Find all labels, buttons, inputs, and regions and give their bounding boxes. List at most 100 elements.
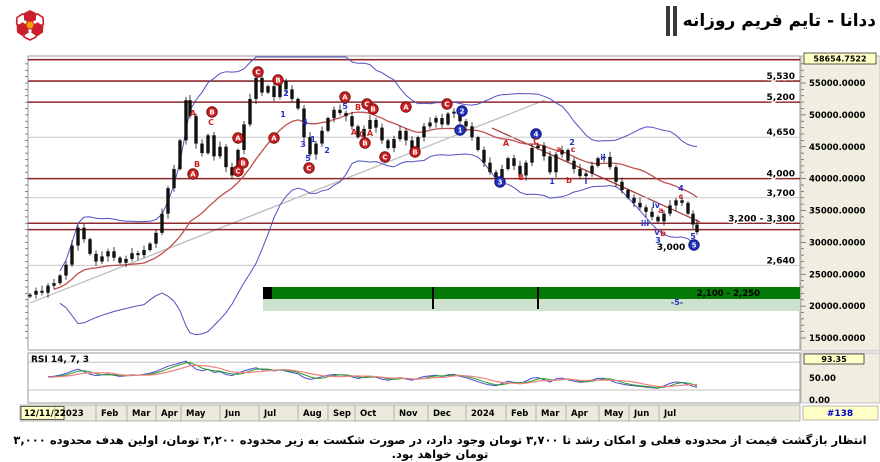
svg-text:3: 3 [300,140,306,149]
company-logo-icon [15,10,45,41]
svg-text:c: c [571,145,576,154]
date-axis-label: Jul [663,409,676,419]
current-price-value: 58654.7522 [813,55,866,64]
zone-wave-label: -5- [671,298,683,307]
date-axis-label: Mar [541,409,560,419]
svg-text:C: C [364,101,369,109]
svg-text:2: 2 [283,89,289,98]
analysis-caption: انتظار بازگشت قیمت از محدوده فعلی و امکا… [13,433,867,461]
rsi-mid-label: 50.00 [809,374,836,384]
level-labels-layer: 5,530 5,200 4,650 4,000 3,700 3,200 - 3,300 2,… [727,71,797,268]
price-axis-label: 30000.0000 [809,238,866,248]
title-separator-bars [665,6,677,36]
level-lines-layer [28,58,800,266]
svg-text:3: 3 [655,236,661,245]
svg-text:C: C [255,69,260,77]
svg-text:A: A [271,135,277,143]
svg-text:B: B [355,103,361,112]
price-axis-label: 25000.0000 [809,270,866,280]
svg-text:i: i [585,177,588,186]
price-level-label: 5,200 [767,93,795,103]
svg-text:5: 5 [690,232,696,241]
date-axis-label: Feb [101,409,118,419]
rsi-panel: RSI 14, 7, 3 93.35 50.00 0.00 [27,352,880,406]
chart-canvas[interactable]: 2,100 - 2,250-5-BAA ABCCBACBBCABCC21345AB… [0,0,880,430]
date-axis-label: 2023 [60,409,84,419]
svg-text:C: C [306,165,311,173]
svg-text:B: B [240,160,245,168]
svg-text:B: B [362,140,367,148]
price-level-label: 4,000 [767,170,795,180]
bar-count-value: #138 [827,409,853,419]
date-axis-label: Apr [571,409,589,419]
date-axis-label: May [604,409,624,419]
svg-text:B: B [194,160,200,169]
price-axis-label: 45000.0000 [809,143,866,153]
svg-text:B: B [518,173,524,182]
svg-text:A: A [367,129,374,138]
target-zones-layer: 2,100 - 2,250 -5- [263,287,800,311]
price-axis-label: 40000.0000 [809,175,866,185]
svg-text:3,000: 3,000 [657,243,685,253]
svg-text:b: b [566,176,572,185]
price-axis-label: 35000.0000 [809,207,866,217]
price-axis-label: 55000.0000 [809,79,866,89]
price-chart-panel[interactable]: 2,100 - 2,250 -5- B A A A B C C B A C B B C A B C C 2 1 3 4 5 A B… [0,0,880,430]
svg-text:5: 5 [305,154,311,163]
date-axis-label: Aug [303,409,322,419]
svg-text:B: B [412,149,417,157]
rsi-label: RSI 14, 7, 3 [31,355,89,365]
svg-text:a: a [556,145,561,154]
date-axis-label: Oct [360,409,376,419]
date-axis-label: Jun [224,409,240,419]
svg-text:A: A [403,104,409,112]
price-level-label: 3,200 - 3,300 [728,214,795,224]
svg-text:ii: ii [600,153,606,162]
price-axis-label: 15000.0000 [809,334,866,344]
svg-text:1: 1 [458,127,463,135]
svg-text:C: C [382,154,387,162]
svg-text:iv: iv [652,201,661,210]
date-axis-label: 12/11/22 [24,409,66,419]
svg-text:2: 2 [460,108,465,116]
svg-text:A: A [190,109,197,118]
date-axis-label: Nov [399,409,418,419]
svg-text:4: 4 [678,184,684,193]
date-axis-label: Feb [511,409,528,419]
rsi-current-box [803,353,865,365]
svg-text:iii: iii [641,219,649,228]
price-axis: 55000.0000 50000.0000 45000.0000 40000.0000… [25,52,880,352]
svg-text:B: B [209,109,214,117]
page-title: ددانا - تایم فریم روزانه [682,11,876,31]
svg-text:B: B [370,106,375,114]
price-axis-label: 20000.0000 [809,302,866,312]
svg-text:4: 4 [302,118,308,127]
date-axis-label: Jun [633,409,649,419]
svg-text:1: 1 [310,135,316,144]
svg-text:2: 2 [324,146,330,155]
header: ددانا - تایم فریم روزانه [0,0,880,48]
date-axis-label: Apr [161,409,179,419]
svg-text:A: A [190,171,196,179]
date-axis-label: Dec [433,409,451,419]
svg-text:a: a [658,206,663,215]
svg-text:C: C [208,118,214,127]
svg-text:b: b [660,229,666,238]
rsi-bottom-label: 0.00 [809,396,830,406]
svg-text:C: C [359,130,365,139]
svg-text:2: 2 [569,138,575,147]
date-axis-label: Jul [263,409,276,419]
svg-text:c: c [679,192,684,201]
svg-text:A: A [235,135,241,143]
price-level-label: 3,700 [767,189,795,199]
price-level-label: 4,650 [767,128,795,138]
date-axis-label: May [186,409,206,419]
svg-text:4: 4 [534,131,539,139]
date-axis-label: Sep [333,409,351,419]
svg-text:1: 1 [280,110,286,119]
price-axis-label: 50000.0000 [809,111,866,121]
svg-text:C: C [235,168,240,176]
bar-count-box [802,405,879,421]
